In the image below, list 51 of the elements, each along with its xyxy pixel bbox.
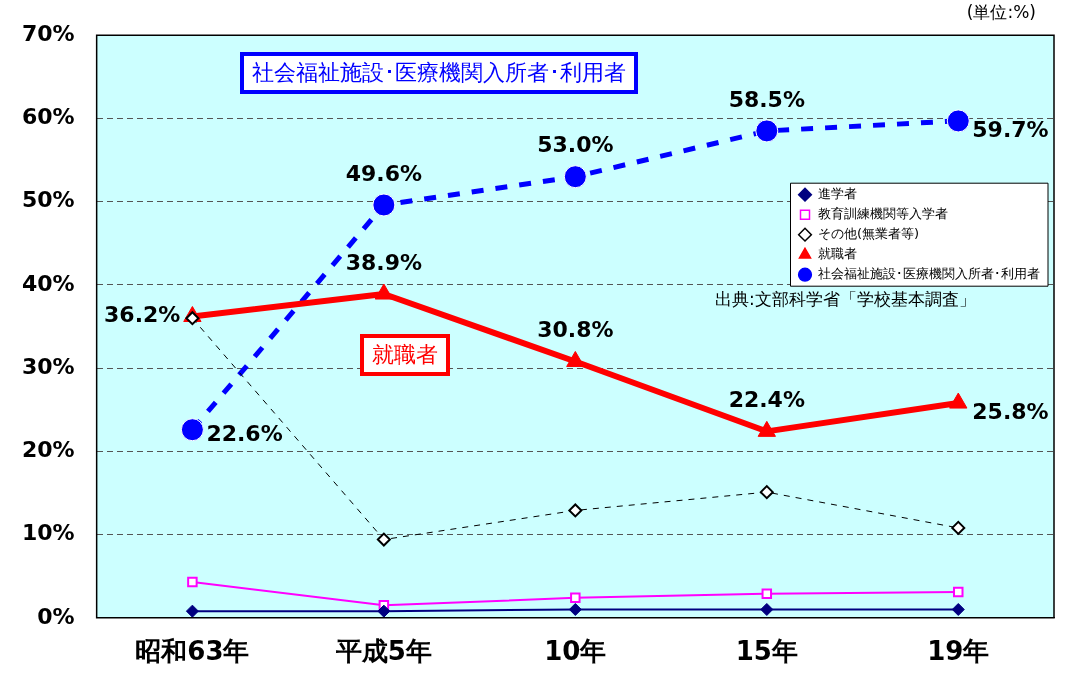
point: [185, 311, 200, 326]
data-label: 59.7%: [972, 116, 1049, 142]
y-tick-label: 60%: [21, 104, 75, 130]
point: [755, 119, 779, 143]
data-label: 25.8%: [972, 398, 1049, 424]
point: [759, 485, 774, 500]
y-tick-label: 20%: [21, 437, 75, 463]
legend-label: 社会福祉施設･医療機関入所者･利用者: [818, 266, 1040, 282]
point: [563, 165, 587, 189]
legend-label: 進学者: [818, 186, 857, 202]
annotation: 出典:文部科学省「学校基本調査」: [715, 288, 976, 311]
annotation: 就職者: [360, 334, 450, 376]
x-tick-label: 平成5年: [334, 636, 432, 667]
data-label: 22.6%: [206, 421, 283, 447]
y-tick-label: 50%: [21, 187, 75, 213]
x-tick-label: 15年: [735, 636, 798, 667]
point: [372, 193, 396, 217]
point: [187, 576, 198, 588]
text: (単位:%): [966, 1, 1036, 24]
point: [951, 602, 965, 616]
data-label: 38.9%: [345, 249, 423, 275]
point: [951, 520, 966, 535]
data-label: 49.6%: [345, 160, 423, 186]
data-label: 22.4%: [728, 387, 805, 413]
y-tick-label: 10%: [21, 520, 75, 546]
data-label: 53.0%: [537, 132, 614, 158]
point: [376, 532, 391, 547]
data-label: 30.8%: [537, 317, 614, 343]
point: [761, 588, 773, 599]
y-tick-label: 40%: [21, 270, 75, 296]
data-label: 58.5%: [728, 86, 805, 112]
annotation: 社会福祉施設･医療機関入所者･利用者: [240, 52, 638, 94]
y-tick-label: 0%: [37, 603, 75, 629]
x-tick-label: 10年: [544, 636, 607, 667]
y-tick-label: 30%: [21, 353, 75, 379]
point: [568, 602, 582, 616]
legend-label: 就職者: [818, 246, 857, 262]
x-tick-label: 19年: [927, 636, 990, 667]
point: [180, 418, 204, 442]
data-label: 36.2%: [104, 302, 181, 328]
x-tick-label: 昭和63年: [135, 636, 250, 667]
legend-label: その他(無業者等): [818, 226, 920, 242]
point: [185, 604, 199, 618]
point: [946, 109, 970, 133]
y-tick-label: 70%: [21, 20, 75, 46]
point: [377, 604, 391, 618]
point: [570, 592, 581, 604]
point: [953, 586, 964, 598]
legend-label: 教育訓練機関等入学者: [818, 206, 948, 222]
point: [760, 602, 774, 616]
point: [568, 503, 583, 518]
